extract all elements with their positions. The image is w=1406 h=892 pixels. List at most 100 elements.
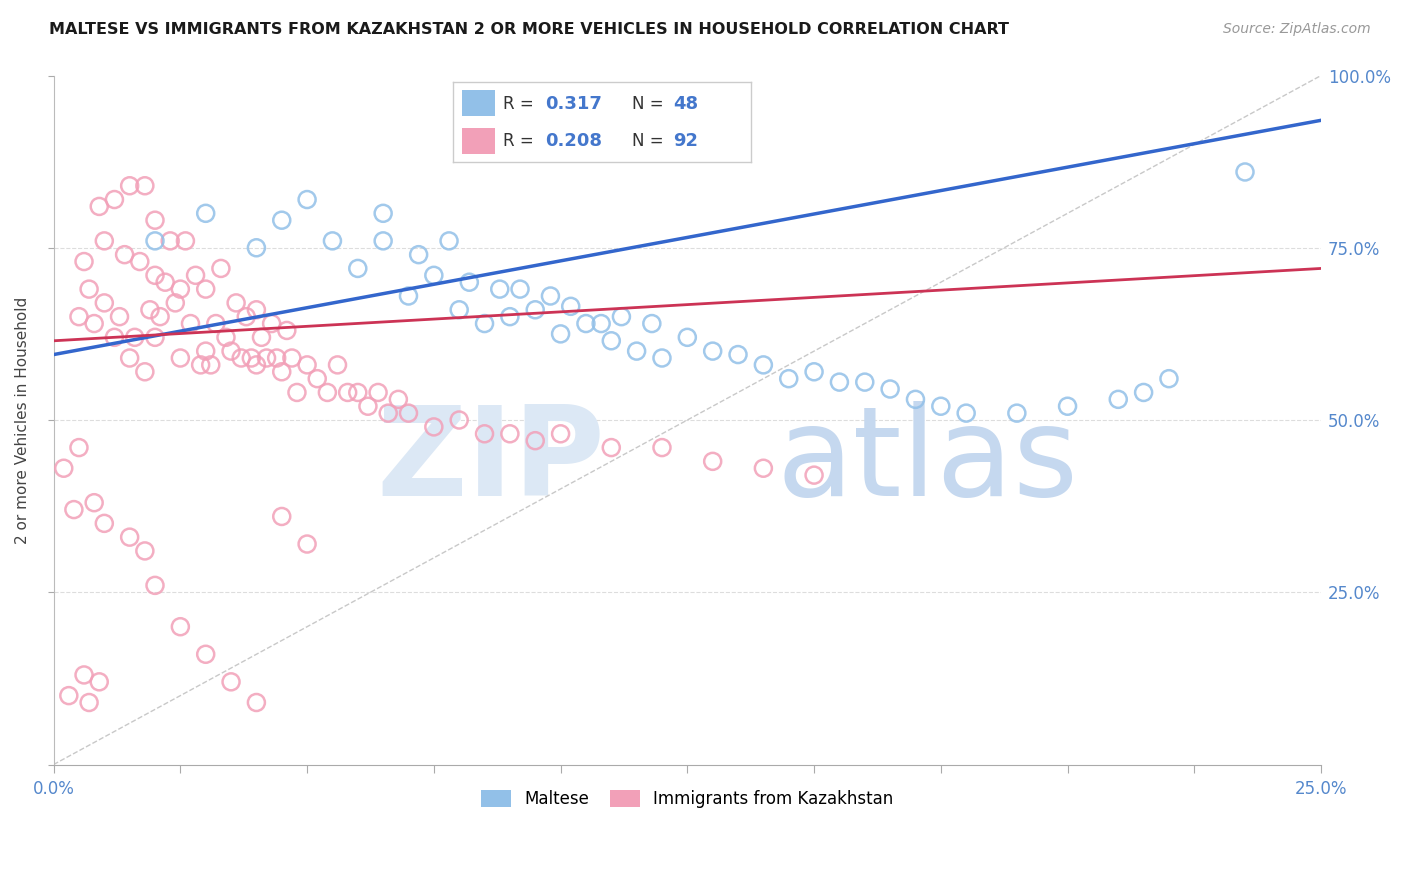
- Point: [73, 254, 96, 268]
- Point: [194, 282, 217, 296]
- Point: [752, 461, 775, 475]
- Point: [423, 420, 446, 434]
- Point: [143, 330, 166, 344]
- Point: [93, 234, 115, 248]
- Point: [205, 317, 228, 331]
- Point: [73, 668, 96, 682]
- Point: [281, 351, 304, 365]
- Point: [108, 310, 131, 324]
- Point: [727, 347, 749, 361]
- Point: [676, 330, 699, 344]
- Point: [626, 344, 648, 359]
- Point: [1233, 165, 1256, 179]
- Point: [651, 441, 673, 455]
- Point: [336, 385, 359, 400]
- Point: [509, 282, 531, 296]
- Point: [200, 358, 222, 372]
- Point: [118, 178, 141, 193]
- Point: [449, 413, 471, 427]
- Point: [295, 358, 318, 372]
- Point: [600, 441, 623, 455]
- Point: [398, 289, 420, 303]
- Point: [398, 406, 420, 420]
- Point: [219, 344, 242, 359]
- Point: [209, 261, 232, 276]
- Point: [373, 234, 395, 248]
- Point: [702, 344, 724, 359]
- Point: [326, 358, 349, 372]
- Point: [423, 268, 446, 283]
- Point: [387, 392, 409, 407]
- Point: [316, 385, 339, 400]
- Point: [67, 441, 90, 455]
- Point: [499, 310, 522, 324]
- Point: [853, 375, 876, 389]
- Point: [458, 275, 481, 289]
- Point: [139, 302, 162, 317]
- Y-axis label: 2 or more Vehicles in Household: 2 or more Vehicles in Household: [15, 296, 30, 543]
- Point: [955, 406, 977, 420]
- Point: [276, 323, 298, 337]
- Point: [778, 372, 800, 386]
- Point: [124, 330, 146, 344]
- Point: [89, 199, 111, 213]
- Point: [235, 310, 257, 324]
- Point: [550, 426, 572, 441]
- Point: [128, 254, 150, 268]
- Point: [256, 351, 278, 365]
- Point: [524, 434, 547, 448]
- Point: [879, 382, 901, 396]
- Point: [307, 372, 329, 386]
- Point: [169, 620, 191, 634]
- Point: [260, 317, 283, 331]
- Point: [149, 310, 172, 324]
- Point: [1157, 372, 1180, 386]
- Point: [114, 247, 136, 261]
- Point: [474, 426, 496, 441]
- Point: [346, 261, 368, 276]
- Point: [591, 317, 613, 331]
- Point: [702, 454, 724, 468]
- Point: [295, 193, 318, 207]
- Point: [752, 358, 775, 372]
- Point: [1005, 406, 1028, 420]
- Point: [169, 282, 191, 296]
- Point: [103, 193, 125, 207]
- Point: [194, 206, 217, 220]
- Point: [83, 317, 105, 331]
- Point: [58, 689, 80, 703]
- Point: [321, 234, 343, 248]
- Point: [346, 385, 368, 400]
- Point: [159, 234, 181, 248]
- Point: [143, 234, 166, 248]
- Legend: Maltese, Immigrants from Kazakhstan: Maltese, Immigrants from Kazakhstan: [475, 783, 900, 814]
- Point: [437, 234, 460, 248]
- Point: [184, 268, 207, 283]
- Point: [174, 234, 197, 248]
- Point: [143, 578, 166, 592]
- Point: [77, 282, 100, 296]
- Point: [270, 509, 292, 524]
- Point: [153, 275, 176, 289]
- Point: [285, 385, 308, 400]
- Text: Source: ZipAtlas.com: Source: ZipAtlas.com: [1223, 22, 1371, 37]
- Point: [377, 406, 399, 420]
- Point: [1132, 385, 1154, 400]
- Point: [240, 351, 263, 365]
- Point: [1056, 399, 1078, 413]
- Point: [266, 351, 288, 365]
- Point: [93, 516, 115, 531]
- Point: [373, 206, 395, 220]
- Point: [194, 647, 217, 661]
- Point: [143, 213, 166, 227]
- Point: [143, 268, 166, 283]
- Point: [499, 426, 522, 441]
- Point: [270, 213, 292, 227]
- Point: [929, 399, 952, 413]
- Point: [179, 317, 201, 331]
- Point: [1107, 392, 1129, 407]
- Point: [575, 317, 598, 331]
- Point: [408, 247, 430, 261]
- Point: [225, 296, 247, 310]
- Point: [803, 365, 825, 379]
